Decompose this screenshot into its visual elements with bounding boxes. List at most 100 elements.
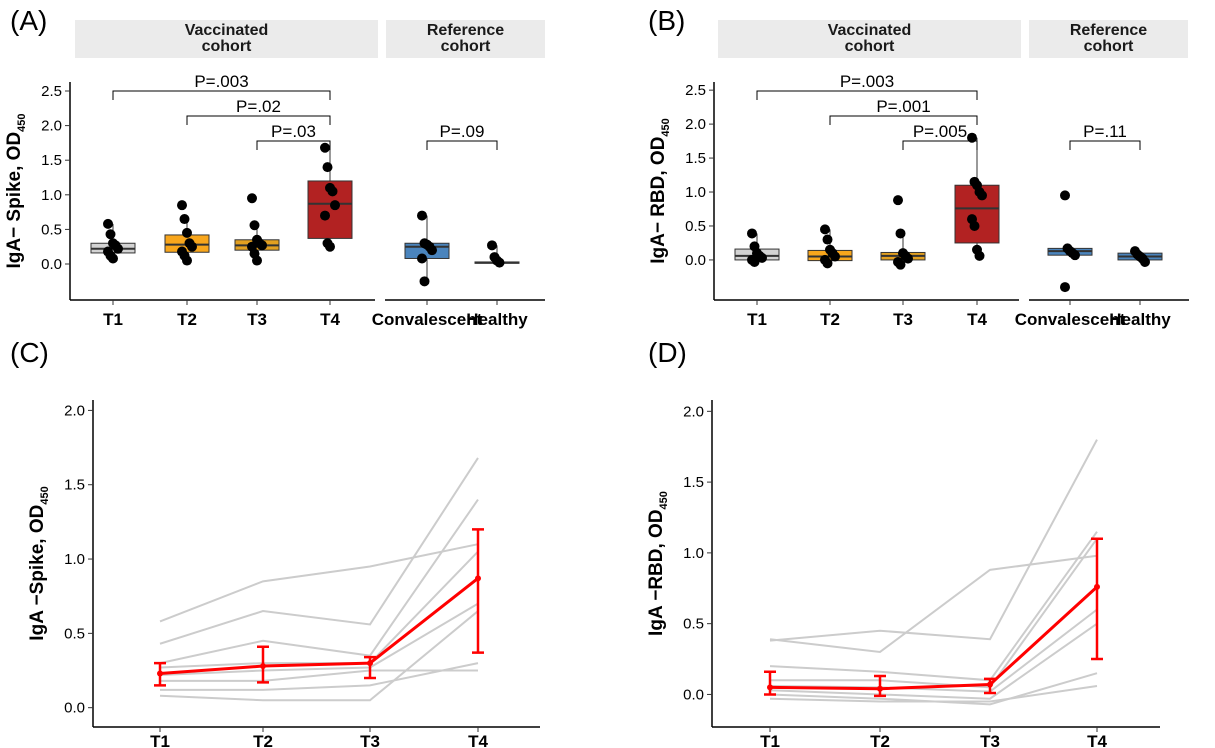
- x-tick-label: Convalescent: [1015, 310, 1126, 329]
- y-tick-label: 2.5: [685, 82, 706, 99]
- mean-point: [987, 681, 993, 688]
- panel-label: (B): [648, 5, 685, 36]
- bracket: [112, 90, 331, 100]
- y-tick-label: 0.0: [685, 252, 706, 269]
- individual-line: [159, 610, 479, 702]
- individual-line: [159, 499, 479, 665]
- y-axis-label-main: IgA− Spike, OD: [4, 132, 25, 269]
- p-value: P=.003: [840, 72, 894, 91]
- data-point: [1070, 250, 1080, 261]
- facet-strip: Vaccinated cohort: [718, 20, 1021, 58]
- facet-strip: Reference cohort: [386, 20, 545, 58]
- x-tick-label: T1: [760, 732, 780, 748]
- y-tick-label: 1.0: [683, 545, 704, 562]
- data-point: [903, 253, 913, 264]
- data-point: [105, 229, 116, 240]
- y-axis-label: IgA− Spike, OD450: [4, 113, 28, 268]
- y-tick-label: 2.0: [41, 118, 62, 135]
- mean-point: [475, 575, 481, 582]
- y-tick-label: 0.0: [41, 256, 62, 273]
- individual-line: [769, 684, 1098, 703]
- y-tick-label: 0.5: [41, 221, 62, 238]
- mean-line: [769, 585, 1099, 691]
- data-point: [249, 220, 260, 231]
- y-axis-label-main: IgA −Spike, OD: [27, 505, 48, 641]
- x-tick-label: T1: [103, 310, 123, 329]
- data-point: [967, 132, 977, 143]
- x-tick-label: T4: [967, 310, 987, 329]
- panel-label: (A): [10, 5, 47, 36]
- mean-point: [767, 684, 773, 691]
- data-point: [182, 255, 192, 266]
- data-point: [747, 228, 757, 239]
- bracket: [829, 115, 978, 125]
- panel-label: (D): [648, 337, 687, 368]
- x-tick-label: T2: [177, 310, 197, 329]
- y-tick-label: 0.0: [64, 700, 85, 717]
- p-value: P=.001: [876, 97, 930, 116]
- y-tick-label: 2.5: [41, 83, 62, 100]
- panel-label: (C): [10, 337, 49, 368]
- data-point: [103, 218, 113, 229]
- data-point: [893, 195, 903, 206]
- y-tick-label: 1.5: [685, 150, 706, 167]
- x-tick-label: T4: [320, 310, 340, 329]
- data-point: [330, 200, 340, 211]
- mean-point: [157, 670, 163, 677]
- data-point: [419, 276, 430, 287]
- y-axis-label: IgA −Spike, OD450: [27, 486, 51, 640]
- error-bar: [764, 670, 776, 696]
- data-point: [494, 257, 505, 268]
- y-axis-label-sub: 450: [16, 113, 28, 131]
- data-point: [417, 210, 427, 221]
- data-point: [177, 200, 187, 211]
- bracket: [426, 140, 498, 150]
- facet-strip: Vaccinated cohort: [75, 20, 378, 58]
- data-point: [417, 253, 427, 264]
- bracket: [256, 140, 331, 150]
- facet-label: Vaccinated cohort: [827, 22, 912, 55]
- x-tick-label: T2: [870, 732, 890, 748]
- bracket: [756, 90, 978, 100]
- data-point: [1060, 282, 1070, 293]
- mean-line: [159, 577, 479, 675]
- data-point: [325, 241, 335, 252]
- data-point: [113, 243, 123, 254]
- data-point: [822, 234, 833, 245]
- y-tick-label: 2.0: [683, 403, 704, 420]
- y-tick-label: 0.5: [64, 625, 85, 642]
- y-axis-label-main: IgA− RBD, OD: [648, 137, 669, 264]
- data-point: [108, 253, 118, 264]
- y-tick-label: 0.5: [685, 218, 706, 235]
- data-point: [974, 250, 985, 261]
- data-point: [247, 193, 257, 204]
- y-tick-label: 1.0: [64, 551, 85, 568]
- data-point: [487, 240, 497, 251]
- x-tick-label: T2: [820, 310, 840, 329]
- data-point: [252, 255, 262, 266]
- p-value: P=.005: [913, 122, 967, 141]
- y-tick-label: 0.5: [683, 616, 704, 633]
- data-point: [895, 259, 906, 270]
- y-axis-label: IgA− RBD, OD450: [648, 118, 672, 264]
- x-tick-label: T4: [468, 732, 488, 748]
- data-point: [895, 228, 906, 239]
- data-point: [320, 210, 330, 221]
- y-axis-label-main: IgA −RBD, OD: [646, 509, 667, 636]
- y-axis-label-sub: 450: [39, 486, 51, 504]
- y-tick-label: 0.0: [683, 686, 704, 703]
- individual-line: [769, 554, 1098, 654]
- individual-line: [160, 662, 479, 691]
- data-point: [757, 252, 767, 263]
- x-tick-label: T1: [747, 310, 767, 329]
- y-tick-label: 1.5: [64, 477, 85, 494]
- y-tick-label: 1.0: [41, 187, 62, 204]
- p-value: P=.11: [1083, 122, 1127, 141]
- x-tick-label: T3: [980, 732, 1000, 748]
- data-point: [322, 162, 333, 173]
- y-tick-label: 2.0: [64, 402, 85, 419]
- x-tick-label: T3: [893, 310, 913, 329]
- data-point: [977, 190, 987, 201]
